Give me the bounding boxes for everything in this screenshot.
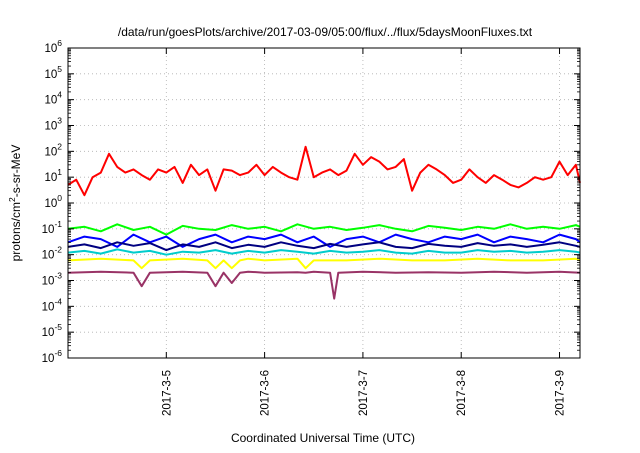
series-line-4	[67, 241, 581, 252]
y-tick-base: 10	[44, 146, 57, 158]
y-tick-base: 10	[42, 353, 55, 365]
y-tick-base: 10	[44, 95, 57, 107]
x-tick-label: 2017-3-8	[456, 370, 468, 416]
series-line-1	[67, 145, 581, 197]
y-tick-labels: 10-610-510-410-310-210-11001011021031041…	[42, 38, 63, 365]
y-axis-label-main: protons/cm	[9, 202, 23, 261]
series-line-2	[67, 223, 581, 236]
y-tick-exponent: -3	[54, 271, 62, 281]
y-axis-label: protons/cm2-s-sr-MeV	[7, 145, 23, 262]
y-tick-base: 10	[44, 172, 57, 184]
y-tick-exponent: 2	[57, 141, 62, 151]
y-tick-exponent: -6	[54, 348, 62, 358]
y-tick-exponent: 4	[57, 90, 62, 100]
series-line-3	[67, 233, 581, 248]
y-tick-base: 10	[42, 250, 55, 262]
y-tick-exponent: -5	[54, 322, 62, 332]
y-tick-label: 10-3	[42, 271, 63, 288]
y-tick-label: 10-1	[42, 219, 63, 236]
y-tick-base: 10	[42, 301, 55, 313]
y-tick-label: 10-2	[42, 245, 63, 262]
y-tick-base: 10	[44, 121, 57, 133]
y-tick-label: 10-5	[42, 322, 63, 339]
y-tick-label: 104	[44, 90, 62, 107]
y-tick-exponent: 5	[57, 64, 62, 74]
y-tick-label: 103	[44, 116, 62, 133]
y-tick-exponent: -4	[54, 296, 62, 306]
x-tick-label: 2017-3-7	[358, 370, 370, 416]
y-tick-label: 100	[44, 193, 62, 210]
x-tick-label: 2017-3-9	[555, 370, 567, 416]
y-tick-base: 10	[42, 224, 55, 236]
y-tick-label: 102	[44, 141, 62, 158]
series-line-5	[67, 248, 581, 256]
chart-title: /data/run/goesPlots/archive/2017-03-09/0…	[118, 25, 533, 39]
y-tick-label: 105	[44, 64, 62, 81]
tick-layer	[68, 47, 580, 359]
x-tick-labels: 2017-3-5 2017-3-6 2017-3-7 2017-3-8 2017-3-9	[161, 370, 566, 416]
series-line-7	[67, 270, 581, 300]
y-tick-exponent: 0	[57, 193, 62, 203]
y-tick-label: 10-6	[42, 348, 63, 365]
y-tick-base: 10	[42, 276, 55, 288]
grid-layer	[68, 48, 580, 358]
y-tick-exponent: 1	[57, 167, 62, 177]
x-tick-label: 2017-3-6	[260, 370, 272, 416]
y-axis-label-sup: 2	[7, 197, 17, 202]
x-tick-label: 2017-3-5	[161, 370, 173, 416]
y-tick-exponent: -1	[54, 219, 62, 229]
y-tick-base: 10	[44, 69, 57, 81]
y-tick-base: 10	[44, 198, 57, 210]
y-axis-label-unit: -s-sr-MeV	[9, 145, 23, 198]
series-layer	[67, 145, 581, 300]
y-tick-label: 10-4	[42, 296, 63, 313]
x-axis-label: Coordinated Universal Time (UTC)	[231, 431, 415, 445]
series-line-6	[67, 257, 581, 270]
y-tick-exponent: 6	[57, 38, 62, 48]
y-tick-label: 101	[44, 167, 62, 184]
y-tick-base: 10	[44, 43, 57, 55]
y-tick-exponent: 3	[57, 116, 62, 126]
y-tick-label: 106	[44, 38, 62, 55]
y-tick-exponent: -2	[54, 245, 62, 255]
y-tick-base: 10	[42, 327, 55, 339]
